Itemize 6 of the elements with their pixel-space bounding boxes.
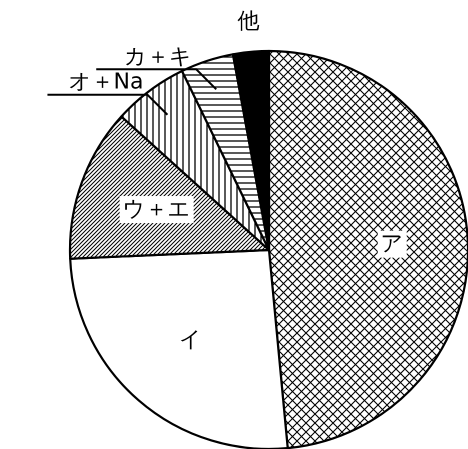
slice-label: オ＋Na	[68, 70, 144, 95]
slice-label: 他	[238, 8, 260, 34]
slice-label: ア	[380, 232, 404, 257]
slice-label: イ	[179, 328, 202, 353]
slice-label: ウ＋エ	[122, 197, 191, 222]
slice-label: カ＋キ	[124, 44, 192, 70]
